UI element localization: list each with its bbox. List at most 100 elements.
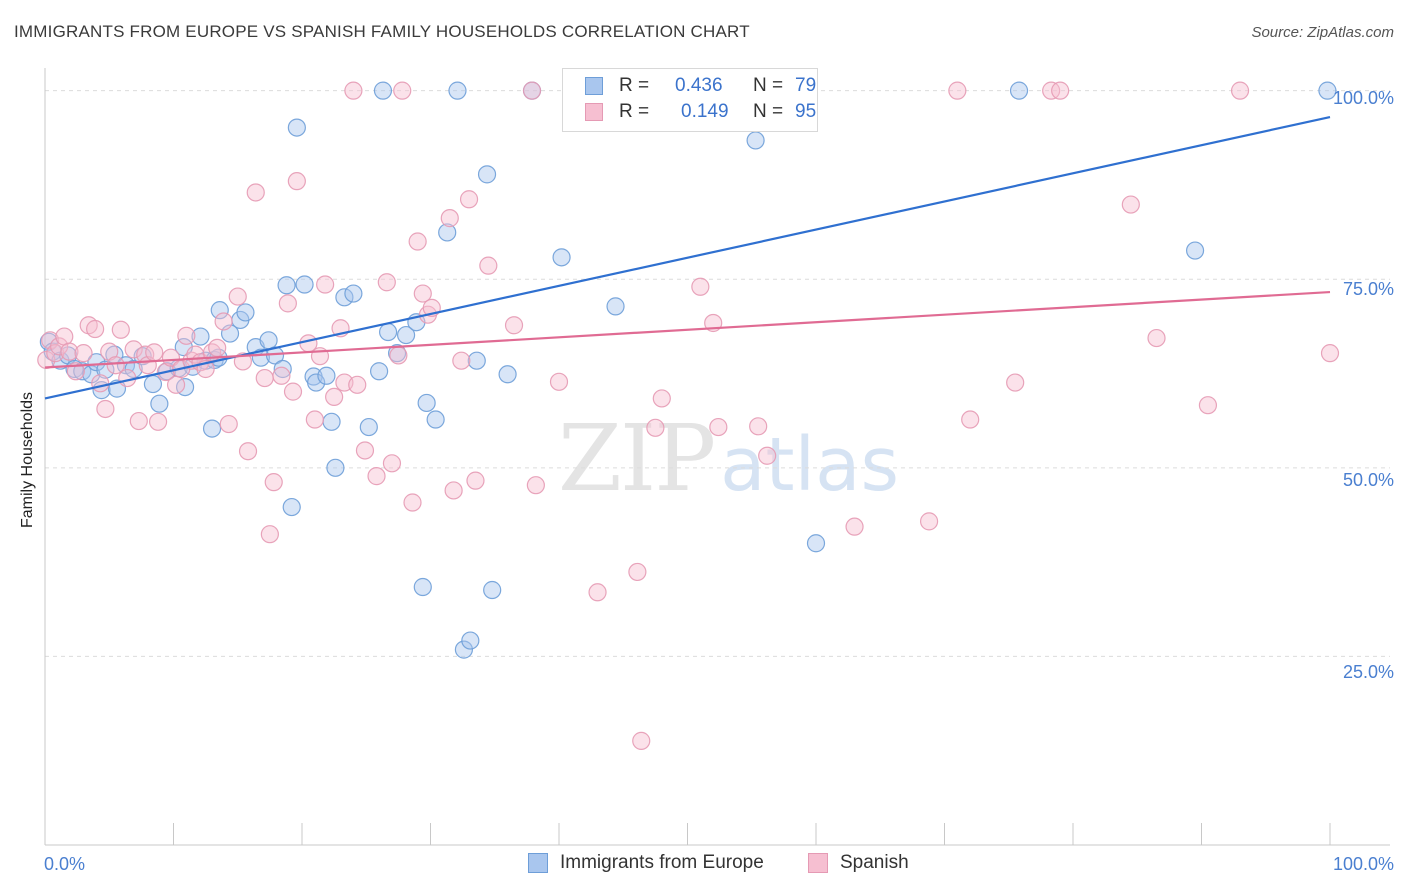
legend-n-label: N = <box>753 75 784 96</box>
spanish-point <box>278 294 297 313</box>
europe-point <box>373 81 393 100</box>
watermark: ZIPatlas <box>558 405 899 512</box>
europe-point <box>606 297 625 316</box>
spanish-point <box>348 375 367 394</box>
europe-point <box>191 327 210 346</box>
tick-labels: 100.0% 75.0% 50.0% 25.0% 0.0% 100.0% <box>44 88 1394 874</box>
spanish-point <box>504 316 524 335</box>
spanish-trend-line <box>44 290 1331 369</box>
spanish-point <box>86 319 105 339</box>
legend-n-value-europe: 79 <box>795 75 817 96</box>
europe-point <box>287 118 306 137</box>
y-tick-label-100: 100.0% <box>1333 88 1394 108</box>
europe-point <box>317 366 336 385</box>
europe-point <box>251 348 270 367</box>
europe-point <box>150 394 169 413</box>
europe-point <box>202 419 222 438</box>
bottom-legend-label-spanish: Spanish <box>840 852 909 873</box>
spanish-point <box>408 232 427 251</box>
europe-point <box>282 497 301 517</box>
europe-point <box>467 351 486 370</box>
spanish-point <box>1121 195 1140 214</box>
europe-point <box>552 248 571 267</box>
europe-point <box>322 412 341 431</box>
legend-n-label: N = <box>753 101 784 122</box>
spanish-point <box>466 471 485 490</box>
spanish-point <box>325 387 344 407</box>
europe-point <box>461 631 480 650</box>
spanish-point <box>588 583 607 602</box>
spanish-point <box>393 81 412 100</box>
spanish-point <box>272 366 291 385</box>
bottom-legend-swatch-spanish <box>808 853 828 873</box>
europe-point <box>1009 81 1029 100</box>
europe-point <box>335 288 354 307</box>
spanish-point <box>166 375 186 394</box>
spanish-point <box>1051 81 1070 100</box>
spanish-point <box>214 312 233 331</box>
spanish-point <box>1147 328 1166 348</box>
spanish-point <box>74 344 93 363</box>
spanish-point <box>238 442 258 461</box>
europe-point <box>210 301 229 320</box>
spanish-point <box>1230 81 1250 100</box>
europe-point <box>483 580 502 600</box>
spanish-point <box>219 414 238 434</box>
spanish-point <box>287 172 306 191</box>
europe-point <box>370 362 389 381</box>
europe-point <box>746 131 765 150</box>
spanish-point <box>208 338 227 357</box>
correlation-legend: R = 0.436 N = 79 R = 0.149 N = 95 <box>562 68 818 132</box>
spanish-point <box>413 284 432 303</box>
spanish-point <box>382 454 402 473</box>
legend-swatch-spanish <box>585 103 603 121</box>
spanish-point <box>549 372 569 391</box>
y-tick-label-75: 75.0% <box>1343 279 1394 299</box>
spanish-point <box>1006 373 1025 392</box>
europe-point <box>417 393 436 413</box>
legend-r-label: R = <box>619 101 650 122</box>
spanish-point <box>305 410 324 429</box>
spanish-point <box>161 348 181 367</box>
spanish-point <box>96 399 115 419</box>
europe-point <box>454 640 474 659</box>
legend-r-value-spanish: 0.149 <box>681 101 729 122</box>
spanish-point <box>646 418 665 437</box>
spanish-point <box>228 287 247 306</box>
spanish-point <box>845 517 864 536</box>
spanish-point <box>709 417 728 437</box>
spanish-point <box>459 190 479 209</box>
watermark-atlas: atlas <box>720 422 899 508</box>
y-tick-label-25: 25.0% <box>1343 662 1394 682</box>
spanish-point <box>919 512 939 531</box>
trend-lines <box>44 115 1331 400</box>
bottom-legend-swatch-europe <box>528 853 548 873</box>
bottom-legend-label-europe: Immigrants from Europe <box>560 852 764 873</box>
spanish-point <box>255 368 274 388</box>
europe-point <box>96 360 115 379</box>
spanish-point <box>344 81 363 100</box>
y-tick-label-50: 50.0% <box>1343 470 1394 490</box>
legend-r-label: R = <box>619 75 650 96</box>
spanish-point <box>264 473 283 492</box>
spanish-point <box>355 441 375 460</box>
spanish-point <box>246 183 265 202</box>
europe-point <box>344 284 363 303</box>
spanish-point <box>129 411 148 431</box>
spanish-point <box>444 481 463 500</box>
spanish-point <box>440 209 459 228</box>
spanish-point <box>1320 344 1340 363</box>
spanish-point <box>628 562 647 582</box>
spanish-point <box>177 326 196 345</box>
spanish-point <box>1198 396 1218 415</box>
legend-r-value-europe: 0.436 <box>675 75 723 96</box>
europe-point <box>448 81 467 100</box>
europe-point <box>378 322 398 342</box>
grid-lines <box>45 90 1390 657</box>
europe-point <box>413 577 432 597</box>
spanish-point <box>283 382 303 401</box>
spanish-point <box>632 731 651 750</box>
europe-point <box>143 374 163 394</box>
source-label: Source: ZipAtlas.com <box>1251 24 1394 41</box>
x-tick-label-100: 100.0% <box>1333 854 1394 874</box>
